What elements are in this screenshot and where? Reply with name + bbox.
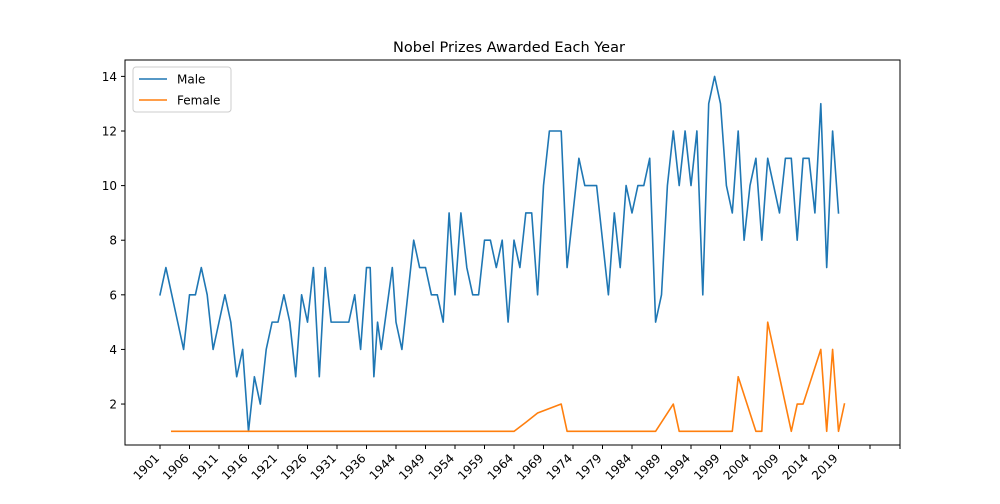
y-tick-label: 10 bbox=[102, 179, 117, 193]
chart-title: Nobel Prizes Awarded Each Year bbox=[393, 40, 625, 56]
y-tick-label: 4 bbox=[109, 343, 117, 357]
legend-label-female: Female bbox=[177, 94, 220, 108]
y-tick-label: 6 bbox=[109, 288, 117, 302]
series-line-female bbox=[171, 321, 846, 433]
plot-frame bbox=[124, 59, 901, 446]
legend-label-male: Male bbox=[177, 73, 205, 87]
y-tick-label: 2 bbox=[109, 398, 117, 412]
series-line-male bbox=[159, 75, 840, 433]
y-tick-label: 8 bbox=[109, 234, 117, 248]
y-tick-label: 12 bbox=[102, 124, 117, 138]
y-tick-label: 14 bbox=[102, 70, 117, 84]
